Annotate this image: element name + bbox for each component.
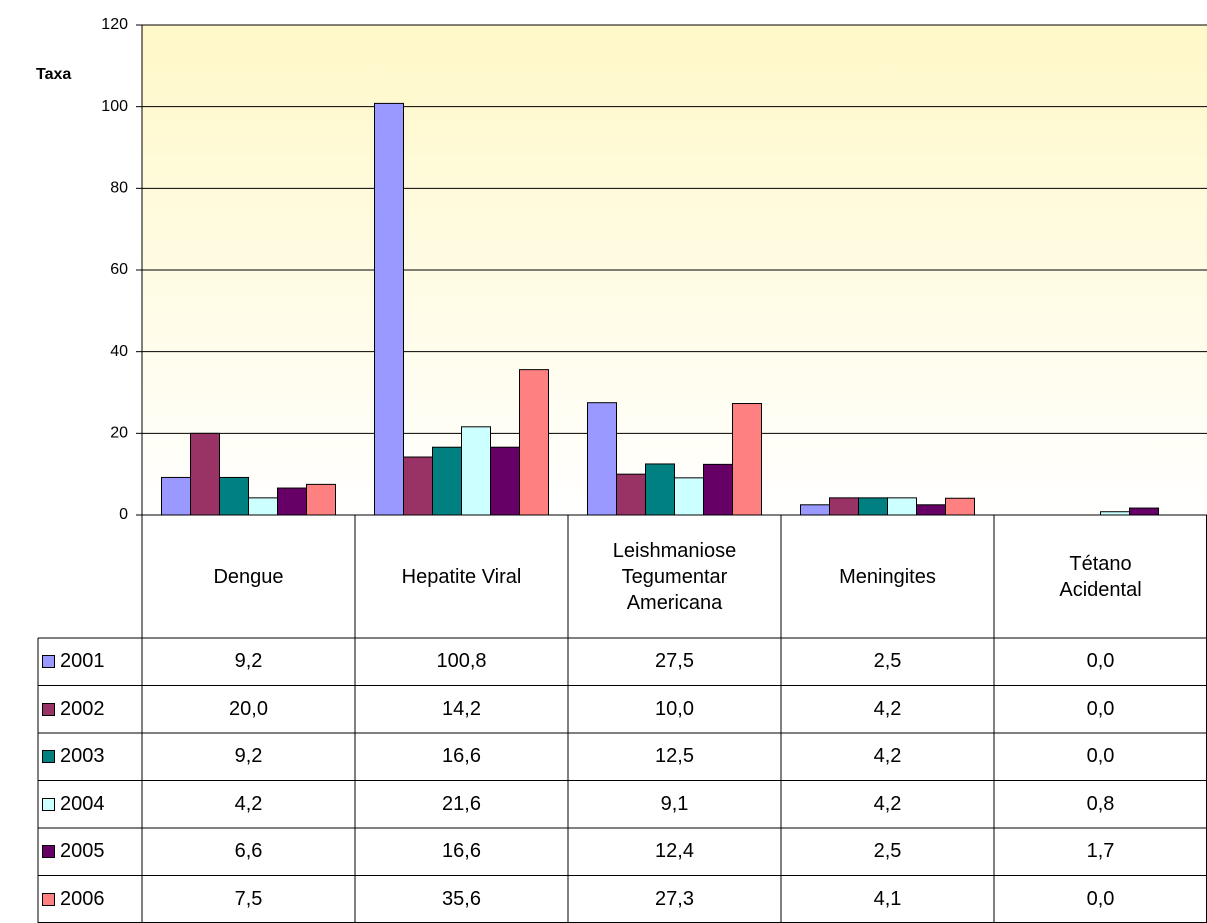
bar: [374, 102, 404, 516]
bar: [916, 504, 946, 516]
table-value: 4,2: [873, 792, 902, 815]
table-value: 12,5: [655, 745, 694, 768]
bar: [674, 477, 704, 516]
legend-entry: 2002: [38, 686, 142, 734]
table-value: 4,2: [873, 745, 902, 768]
legend-entry: 2006: [38, 876, 142, 923]
legend-swatch: [42, 797, 55, 811]
table-value: 0,0: [1086, 697, 1115, 720]
bar: [403, 456, 433, 516]
x-tick-label: Hepatite Viral: [401, 565, 522, 588]
table-value: 1,7: [1086, 840, 1115, 863]
legend-label: 2003: [60, 745, 105, 768]
table-value: 2,5: [873, 840, 902, 863]
table-value: 0,0: [1086, 887, 1115, 910]
table-value: 27,5: [655, 650, 694, 673]
legend-entry: 2003: [38, 733, 142, 781]
bar: [1129, 507, 1159, 516]
bar: [887, 497, 917, 516]
table-value: 9,2: [234, 650, 263, 673]
y-tick-label: 100: [101, 98, 128, 115]
table-value: 12,4: [655, 840, 694, 863]
table-value: 4,2: [234, 792, 263, 815]
bar: [616, 473, 646, 516]
y-tick-label: 0: [119, 506, 128, 523]
bar: [161, 476, 191, 516]
bar: [732, 403, 762, 516]
bar: [645, 463, 675, 516]
bar: [829, 497, 859, 516]
table-value: 6,6: [234, 840, 263, 863]
y-tick-label: 120: [101, 16, 128, 33]
legend-swatch: [42, 892, 55, 906]
table-value: 9,1: [660, 792, 689, 815]
x-tick-label: Leishmaniose Tegumentar Americana: [612, 539, 737, 614]
legend-swatch: [42, 750, 55, 764]
table-value: 14,2: [442, 697, 481, 720]
legend-label: 2002: [60, 697, 105, 720]
table-value: 16,6: [442, 745, 481, 768]
legend-swatch: [42, 655, 55, 669]
bar: [703, 463, 733, 516]
legend-label: 2004: [60, 792, 105, 815]
y-tick-label: 60: [110, 261, 128, 278]
x-tick-label: Meningites: [839, 565, 936, 588]
table-value: 0,8: [1086, 792, 1115, 815]
bar: [277, 487, 307, 516]
table-value: 0,0: [1086, 650, 1115, 673]
legend-swatch: [42, 845, 55, 859]
y-tick-label: 20: [110, 425, 128, 442]
bar: [219, 476, 249, 516]
legend-entry: 2004: [38, 781, 142, 829]
table-value: 21,6: [442, 792, 481, 815]
table-value: 10,0: [655, 697, 694, 720]
table-value: 0,0: [1086, 745, 1115, 768]
legend-entry: 2001: [38, 638, 142, 686]
table-value: 35,6: [442, 887, 481, 910]
y-tick-label: 40: [110, 343, 128, 360]
table-value: 16,6: [442, 840, 481, 863]
table-value: 20,0: [229, 697, 268, 720]
bar: [190, 432, 220, 516]
y-axis-label: Taxa: [36, 66, 71, 83]
bar: [248, 497, 278, 516]
legend-label: 2005: [60, 840, 105, 863]
legend-swatch: [42, 702, 55, 716]
y-tick-label: 80: [110, 180, 128, 197]
legend-label: 2001: [60, 650, 105, 673]
table-value: 9,2: [234, 745, 263, 768]
x-tick-label: Tétano Acidental: [1059, 552, 1142, 601]
bar: [945, 497, 975, 516]
legend-entry: 2005: [38, 828, 142, 876]
bar: [858, 497, 888, 516]
bar: [432, 446, 462, 516]
table-value: 27,3: [655, 887, 694, 910]
bar: [519, 369, 549, 516]
bar: [306, 483, 336, 516]
bar: [461, 426, 491, 516]
bar: [800, 504, 830, 516]
x-tick-label: Dengue: [213, 565, 284, 588]
table-value: 2,5: [873, 650, 902, 673]
bar: [587, 402, 617, 516]
table-value: 4,2: [873, 697, 902, 720]
table-value: 100,8: [436, 650, 487, 673]
table-value: 4,1: [873, 887, 902, 910]
table-value: 7,5: [234, 887, 263, 910]
legend-label: 2006: [60, 887, 105, 910]
bar: [490, 446, 520, 516]
